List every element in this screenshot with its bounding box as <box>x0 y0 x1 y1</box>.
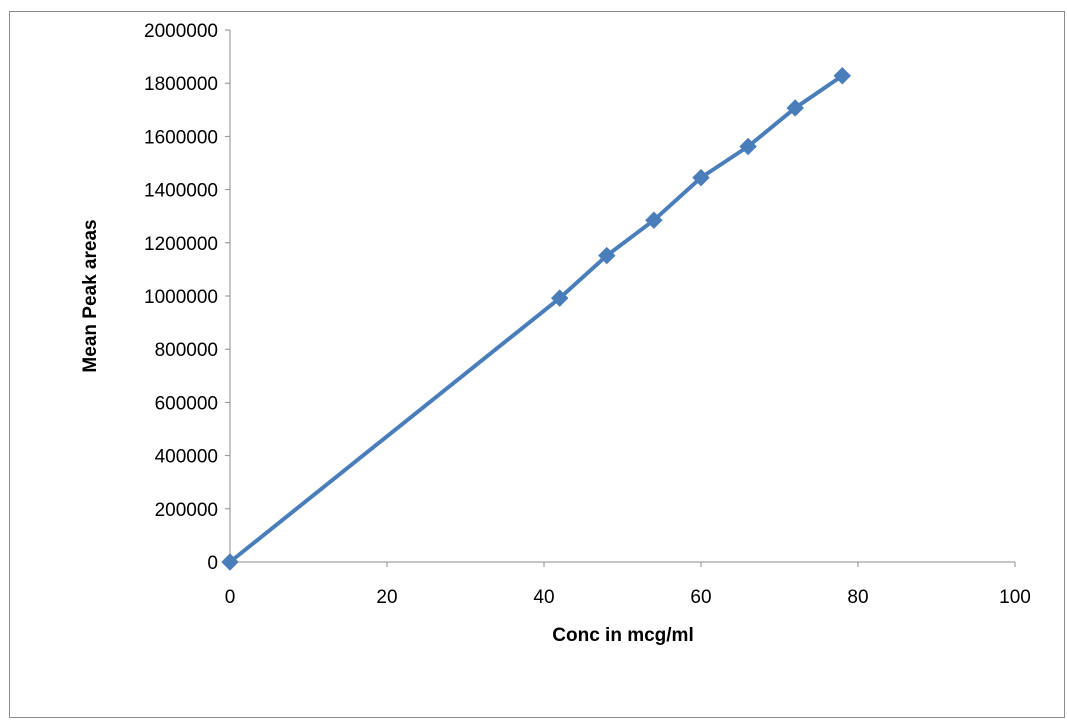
data-point-marker <box>598 246 616 265</box>
x-tick-label: 100 <box>999 587 1031 608</box>
y-tick-label: 600000 <box>155 393 218 414</box>
y-axis: 0 200000 400000 600000 800000 1000000 1200000 1… <box>144 21 231 574</box>
chart-frame <box>9 11 1065 718</box>
y-tick-label: 2000000 <box>144 21 218 42</box>
y-tick-label: 1600000 <box>144 127 218 148</box>
y-tick-label: 200000 <box>155 500 218 521</box>
data-point-marker <box>692 168 710 187</box>
data-point-marker <box>833 67 852 85</box>
x-tick-label: 40 <box>533 587 554 608</box>
x-tick-label: 0 <box>225 587 236 608</box>
x-tick-label: 80 <box>847 587 868 608</box>
y-tick-label: 800000 <box>155 340 218 361</box>
data-point-marker <box>739 137 757 156</box>
data-point-marker <box>221 553 239 571</box>
x-tick-label: 60 <box>690 587 711 608</box>
y-tick-label: 0 <box>207 553 218 574</box>
x-tick-label: 20 <box>376 587 397 608</box>
data-point-marker <box>786 99 804 117</box>
data-point-marker <box>645 211 663 229</box>
y-tick-label: 1200000 <box>144 234 218 255</box>
y-axis-title: Mean Peak areas <box>80 219 101 372</box>
series-line <box>228 73 845 564</box>
x-axis: 0 20 40 60 80 100 <box>225 561 1031 608</box>
x-axis-title: Conc in mcg/ml <box>552 625 693 646</box>
y-tick-label: 1400000 <box>144 181 218 202</box>
y-tick-label: 400000 <box>155 447 218 468</box>
y-tick-label: 1800000 <box>144 74 218 95</box>
series-layer <box>221 67 852 571</box>
data-point-marker <box>550 289 569 307</box>
y-tick-label: 1000000 <box>144 287 218 308</box>
